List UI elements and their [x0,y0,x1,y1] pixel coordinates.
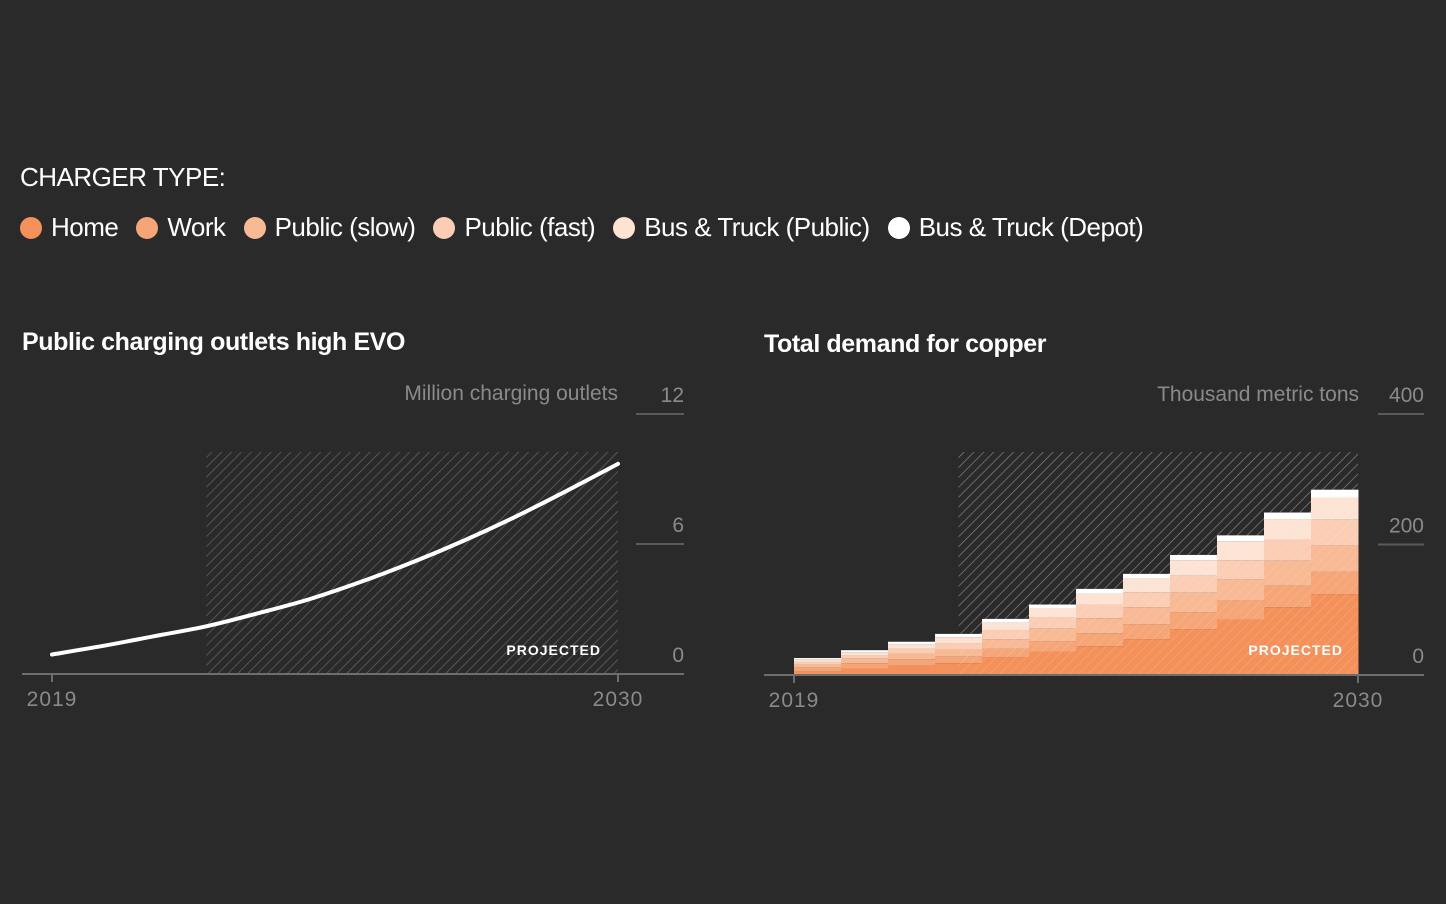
legend-title: CHARGER TYPE: [20,162,226,192]
y-axis-label: Million charging outlets [404,382,618,405]
legend-swatch-public-slow [243,216,266,239]
legend-swatch-home [20,216,42,239]
x-tick-label: 2019 [769,689,820,712]
bar-segment [841,655,889,659]
legend: Home Work Public (slow) Public (fast) Bu… [20,212,1161,243]
bar-segment [794,661,842,665]
y-tick-label: 400 [1389,384,1424,407]
x-tick-label: 2019 [27,688,78,711]
bar-segment [794,658,842,660]
bar-segment [888,653,936,660]
bar-segment [794,671,842,675]
projected-label: PROJECTED [1248,642,1343,658]
chart-outlets: Million charging outlets 0 6 12 2019 2030 P… [22,382,684,711]
projected-label: PROJECTED [506,642,601,658]
legend-item-bus-truck-public: Bus & Truck (Public) [613,212,870,243]
bar-segment [841,668,889,675]
legend-label-bus-truck-public: Bus & Truck (Public) [644,212,870,242]
y-tick-label: 0 [1412,645,1424,668]
bar-segment [888,641,936,645]
legend-label-public-slow: Public (slow) [274,212,416,242]
y-tick-label: 6 [672,514,684,537]
y-tick-label: 0 [672,644,684,667]
legend-label-home: Home [51,212,119,242]
legend-label-work: Work [167,212,226,242]
x-tick-label: 2030 [1333,689,1384,712]
bar-segment [888,644,936,649]
legend-item-work: Work [136,212,226,243]
chart-title-outlets: Public charging outlets high EVO [22,328,406,356]
y-axis-label: Thousand metric tons [1157,383,1359,406]
legend-swatch-public-fast [433,216,456,239]
projected-overlay [958,452,1358,675]
bar-segment [888,665,936,675]
y-tick-label: 12 [661,384,684,407]
bar-segment [794,667,842,672]
legend-label-public-fast: Public (fast) [464,212,596,242]
legend-item-public-fast: Public (fast) [433,212,596,243]
legend-swatch-bus-truck-depot [887,216,910,239]
bar-segment [841,652,889,656]
legend-item-home: Home [20,212,119,243]
bar-segment [794,659,842,662]
series-line-outlets [50,461,620,657]
bar-segment [841,658,889,664]
bar-segment [794,664,842,668]
x-tick-label: 2030 [593,688,644,711]
bar-segment [841,663,889,669]
chart-copper: Thousand metric tons 0 200 400 2019 2030 PR… [764,383,1424,712]
bar-segment [888,659,936,666]
legend-item-public-slow: Public (slow) [243,212,416,243]
bar-segment [841,650,889,653]
legend-swatch-bus-truck-public [613,216,636,239]
legend-swatch-work [136,216,159,239]
legend-label-bus-truck-depot: Bus & Truck (Depot) [918,212,1144,242]
y-tick-label: 200 [1389,515,1424,538]
bar-segment [888,648,936,654]
legend-item-bus-truck-depot: Bus & Truck (Depot) [887,212,1144,243]
chart-title-copper: Total demand for copper [764,330,1047,358]
